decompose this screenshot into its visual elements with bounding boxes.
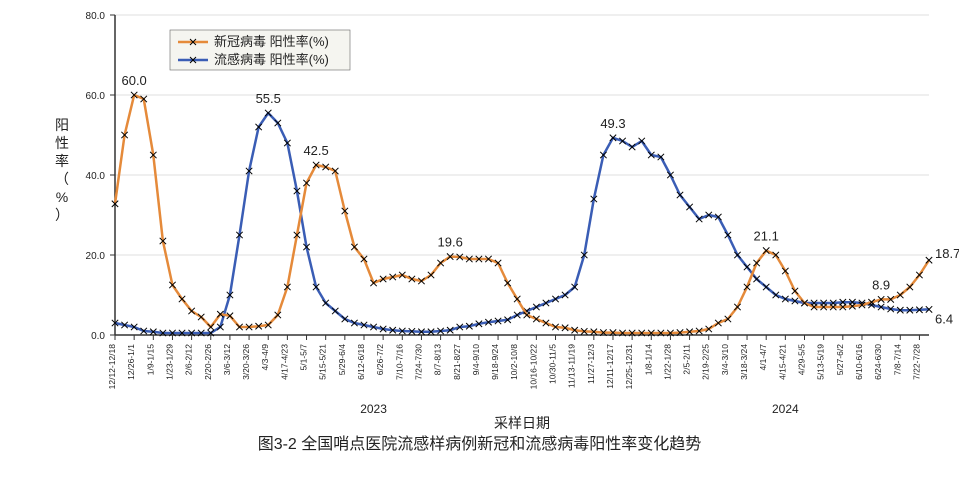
svg-text:（: （ [55, 171, 69, 187]
svg-text:2023: 2023 [360, 402, 387, 416]
svg-text:6.4: 6.4 [935, 311, 953, 326]
svg-text:5/27-6/2: 5/27-6/2 [835, 344, 845, 375]
svg-text:5/13-5/19: 5/13-5/19 [816, 344, 826, 380]
svg-text:49.3: 49.3 [600, 116, 625, 131]
svg-text:11/27-12/3: 11/27-12/3 [586, 344, 596, 384]
svg-text:12/12-12/18: 12/12-12/18 [107, 344, 117, 390]
svg-text:新冠病毒 阳性率(%): 新冠病毒 阳性率(%) [214, 34, 329, 49]
svg-text:8/7-8/13: 8/7-8/13 [433, 344, 443, 375]
svg-text:12/26-1/1: 12/26-1/1 [126, 344, 136, 380]
svg-text:5/1-5/7: 5/1-5/7 [299, 344, 309, 371]
svg-text:18.7: 18.7 [935, 246, 959, 261]
svg-text:7/24-7/30: 7/24-7/30 [413, 344, 423, 380]
svg-text:60.0: 60.0 [86, 91, 106, 102]
svg-text:10/2-10/8: 10/2-10/8 [509, 344, 519, 380]
svg-text:7/8-7/14: 7/8-7/14 [892, 344, 902, 375]
svg-text:9/18-9/24: 9/18-9/24 [490, 344, 500, 380]
svg-text:0.0: 0.0 [91, 331, 105, 342]
svg-text:性: 性 [55, 135, 69, 151]
svg-text:1/22-1/28: 1/22-1/28 [662, 344, 672, 380]
svg-text:4/29-5/5: 4/29-5/5 [797, 344, 807, 375]
svg-text:80.0: 80.0 [86, 11, 106, 22]
svg-text:2/6-2/12: 2/6-2/12 [184, 344, 194, 375]
svg-text:3/18-3/24: 3/18-3/24 [739, 344, 749, 380]
svg-text:流感病毒 阳性率(%): 流感病毒 阳性率(%) [214, 52, 329, 67]
svg-text:率: 率 [55, 153, 69, 169]
svg-text:2024: 2024 [772, 402, 799, 416]
svg-text:6/26-7/2: 6/26-7/2 [375, 344, 385, 375]
svg-text:21.1: 21.1 [754, 229, 779, 244]
svg-text:1/8-1/14: 1/8-1/14 [643, 344, 653, 375]
svg-text:10/16-10/22: 10/16-10/22 [528, 344, 538, 390]
svg-text:1/9-1/15: 1/9-1/15 [145, 344, 155, 375]
svg-text:12/25-12/31: 12/25-12/31 [624, 344, 634, 390]
svg-text:4/15-4/21: 4/15-4/21 [777, 344, 787, 380]
svg-text:采样日期: 采样日期 [494, 415, 550, 430]
svg-text:8/21-8/27: 8/21-8/27 [452, 344, 462, 380]
svg-text:阳: 阳 [55, 117, 69, 133]
svg-text:5/15-5/21: 5/15-5/21 [318, 344, 328, 380]
svg-text:3/6-3/12: 3/6-3/12 [222, 344, 232, 375]
svg-text:6/24-6/30: 6/24-6/30 [873, 344, 883, 380]
svg-text:6/10-6/16: 6/10-6/16 [854, 344, 864, 380]
svg-text:2/20-2/26: 2/20-2/26 [203, 344, 213, 380]
svg-text:12/11-12/17: 12/11-12/17 [605, 344, 615, 389]
svg-text:3/4-3/10: 3/4-3/10 [720, 344, 730, 375]
svg-text:4/17-4/23: 4/17-4/23 [279, 344, 289, 380]
svg-text:55.5: 55.5 [256, 91, 281, 106]
figure-title: 图3-2 全国哨点医院流感样病例新冠和流感病毒阳性率变化趋势 [0, 430, 959, 454]
svg-text:5/29-6/4: 5/29-6/4 [337, 344, 347, 375]
svg-text:20.0: 20.0 [86, 251, 106, 262]
svg-text:9/4-9/10: 9/4-9/10 [471, 344, 481, 375]
svg-text:4/3-4/9: 4/3-4/9 [260, 344, 270, 371]
svg-text:2/19-2/25: 2/19-2/25 [701, 344, 711, 380]
svg-text:4/1-4/7: 4/1-4/7 [758, 344, 768, 371]
svg-text:1/23-1/29: 1/23-1/29 [164, 344, 174, 380]
svg-text:3/20-3/26: 3/20-3/26 [241, 344, 251, 380]
svg-text:40.0: 40.0 [86, 171, 106, 182]
svg-text:7/10-7/16: 7/10-7/16 [394, 344, 404, 380]
line-chart: 0.0 20.0 40.0 60.0 80.0 阳性率 （% ） 12/12-12/18 12/2… [0, 0, 959, 430]
svg-text:7/22-7/28: 7/22-7/28 [911, 344, 921, 380]
svg-text:42.5: 42.5 [303, 143, 328, 158]
svg-text:）: ） [55, 207, 69, 223]
svg-text:2/5-2/11: 2/5-2/11 [682, 344, 692, 375]
svg-text:19.6: 19.6 [438, 235, 463, 250]
svg-text:11/13-11/19: 11/13-11/19 [567, 344, 577, 388]
svg-text:%: % [56, 189, 68, 205]
svg-text:10/30-11/5: 10/30-11/5 [548, 344, 558, 384]
svg-text:6/12-6/18: 6/12-6/18 [356, 344, 366, 380]
svg-text:8.9: 8.9 [872, 277, 890, 292]
svg-text:60.0: 60.0 [121, 73, 146, 88]
